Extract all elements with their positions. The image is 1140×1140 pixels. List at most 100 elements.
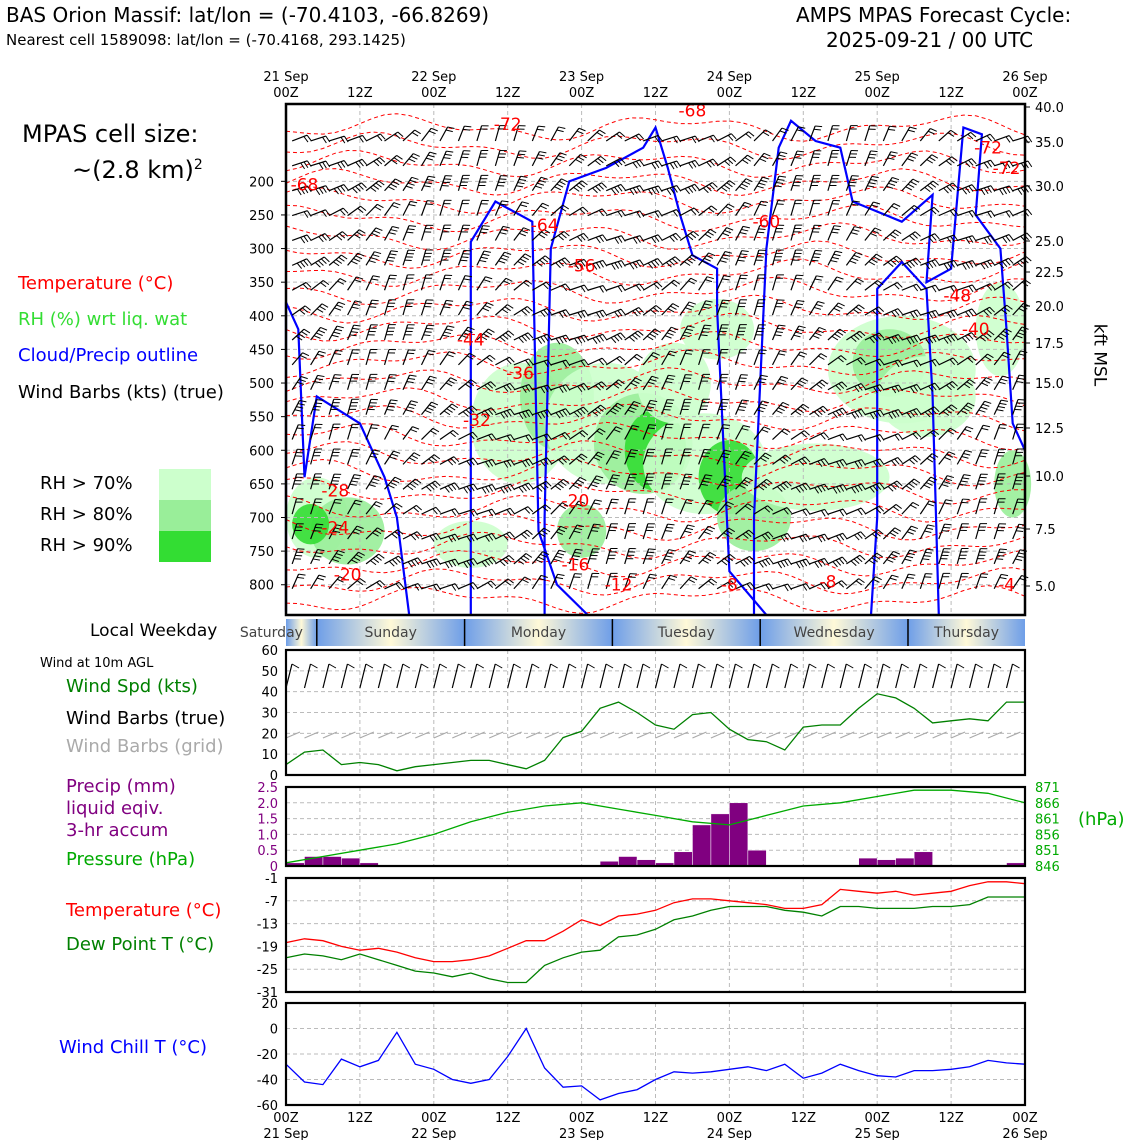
wind-barb-feather [943, 337, 949, 344]
wind-barb-feather [579, 408, 586, 415]
surface-wind-barb-feather [679, 663, 688, 669]
wind-barb [476, 328, 489, 341]
wind-barb [956, 474, 965, 490]
surface-wind-barb-feather [938, 663, 946, 669]
wind-barb [384, 202, 395, 216]
bottom-date-label: 24 Sep [707, 1127, 752, 1140]
surface-wind-barb [488, 663, 496, 689]
bottom-time-label: 12Z [938, 1111, 964, 1126]
wind-barb [753, 426, 765, 440]
wind-barb-feather [485, 276, 493, 280]
wind-barb-feather [869, 412, 875, 420]
wind-barb-feather [429, 375, 437, 379]
wind-barb-feather [446, 299, 454, 302]
wind-barb-feather [561, 259, 568, 265]
wind-barb-feather [542, 506, 549, 512]
surface-wind-barb-feather [790, 663, 799, 669]
wind-barb-feather [353, 258, 360, 262]
grid-wind-barb [581, 731, 596, 739]
wind-barb-feather [759, 203, 767, 207]
wind-barb-feather [408, 349, 416, 351]
wind-barb-feather [784, 584, 789, 592]
wind-barb [661, 448, 667, 465]
wind-barb-feather [615, 381, 622, 387]
wind-barb-feather [664, 405, 672, 408]
wind-barb [993, 234, 1010, 242]
wind-barb-feather [298, 573, 306, 576]
wind-barb-feather [860, 383, 866, 390]
wind-barb-feather [300, 187, 305, 195]
wind-barb [1012, 326, 1023, 341]
wind-barb [532, 457, 548, 465]
wind-barb [384, 131, 399, 142]
wind-barb-feather [892, 529, 899, 535]
wind-barb-feather [758, 406, 766, 410]
pressure-tick-label: 861 [1035, 813, 1060, 828]
wind-barb-feather [555, 262, 561, 269]
top-date-label: 26 Sep [1002, 70, 1047, 85]
wind-barb [661, 399, 668, 415]
wind-barb-feather [369, 306, 377, 308]
legend-swatch-rh80 [159, 500, 211, 531]
wind-barb-feather [519, 232, 526, 237]
wind-barb-feather [524, 334, 531, 340]
wind-barb-feather [780, 404, 788, 409]
wind-barb-feather [649, 333, 656, 338]
wind-barb-feather [543, 385, 549, 393]
wind-barb-feather [502, 558, 509, 565]
wind-barb-feather [694, 135, 700, 143]
local-weekday-label: Local Weekday [90, 621, 218, 641]
wind-barb-feather [712, 158, 719, 165]
wind-barb [661, 498, 668, 515]
wind-barb-feather [724, 449, 732, 452]
wind-barb [679, 448, 686, 465]
wind-barb [402, 225, 410, 241]
wind-barb [328, 231, 343, 241]
wind-barb [642, 281, 658, 291]
wind-barb-feather [782, 401, 790, 406]
wind-barb-feather [868, 156, 876, 159]
top-date-label: 25 Sep [855, 70, 900, 85]
wind-barb-feather [888, 412, 893, 419]
wind-barb [753, 129, 766, 142]
wind-barb-feather [491, 433, 497, 440]
wind-barb [347, 374, 353, 390]
bottom-time-label: 12Z [347, 1111, 373, 1126]
wind-barb-feather [500, 257, 508, 261]
wind-barb [901, 231, 916, 241]
wind-barb [569, 334, 585, 341]
wind-barb-feather [580, 260, 586, 267]
wind-barb-feather [838, 558, 845, 565]
wind-barb-feather [636, 260, 641, 268]
hpa-tick-label: 300 [249, 243, 274, 258]
wind-barb-feather [747, 154, 754, 160]
wind-barb [569, 406, 584, 416]
wind-barb-feather [759, 377, 767, 381]
wind-barb-feather [893, 283, 900, 290]
wind-barb-feather [824, 533, 829, 541]
wind-barb-feather [502, 225, 510, 229]
wind-barb-feather [783, 428, 791, 433]
wind-barb-feather [894, 434, 900, 441]
wind-barb [347, 252, 359, 266]
wind-barb-feather [842, 484, 848, 491]
wind-barb [494, 226, 504, 241]
wind-barb [956, 450, 966, 465]
wind-barb [716, 553, 731, 565]
wind-barb-feather [469, 583, 475, 590]
wind-barb [771, 249, 778, 266]
wind-barb [882, 503, 897, 515]
wind-barb-feather [635, 160, 641, 168]
wind-barb-feather [316, 332, 323, 337]
wind-barb-feather [705, 528, 713, 533]
wind-barb-feather [1001, 573, 1009, 577]
wind-barb-feather [983, 237, 989, 244]
wind-barb [661, 184, 677, 192]
wind-barb [384, 178, 396, 192]
wind-barb-feather [411, 454, 419, 459]
precip-bar [858, 857, 878, 867]
wind-barb [901, 502, 914, 515]
wind-barb [605, 548, 612, 565]
wind-barb-feather [943, 187, 949, 194]
wind-barb-feather [909, 528, 916, 532]
